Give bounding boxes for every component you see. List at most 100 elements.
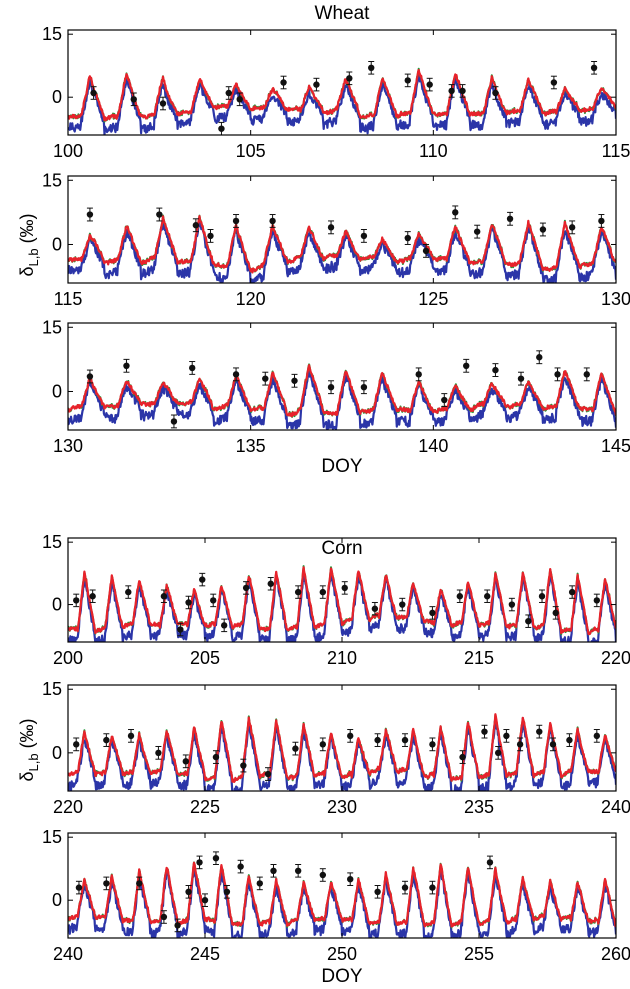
observation-point [550, 75, 558, 90]
panel-lines [68, 205, 616, 283]
observation-point [517, 371, 525, 386]
observation-marker [182, 758, 190, 765]
x-tick-label: 200 [53, 648, 83, 668]
observation-point [86, 369, 94, 384]
observation-point [452, 205, 459, 220]
observation-marker [568, 588, 576, 596]
observation-point [536, 724, 543, 739]
series-blue-line [68, 368, 616, 430]
x-tick-label: 215 [464, 648, 494, 668]
y-tick-label: 0 [52, 234, 62, 254]
observation-marker [429, 884, 436, 891]
observation-point [360, 380, 368, 395]
observation-point [125, 585, 132, 599]
corn-ylabel-unit: (‰) [17, 718, 37, 753]
observation-point [347, 729, 354, 743]
x-tick-label: 240 [601, 797, 630, 817]
observation-marker [401, 884, 409, 891]
observation-point [484, 589, 491, 603]
observation-marker [506, 215, 514, 222]
observation-point [429, 737, 436, 752]
observation-point [368, 61, 375, 75]
observation-point [292, 741, 299, 756]
observation-marker [267, 580, 274, 587]
x-tick-label: 130 [53, 436, 83, 456]
observation-point [568, 220, 576, 235]
observation-marker [516, 741, 524, 748]
y-tick-label: 15 [42, 827, 62, 847]
observation-marker [212, 855, 220, 862]
y-tick-label: 15 [42, 679, 62, 699]
observation-point [568, 585, 576, 599]
x-tick-label: 250 [327, 944, 357, 964]
observation-marker [237, 863, 244, 870]
observation-point [103, 876, 110, 891]
observation-point [536, 350, 543, 365]
observation-point [401, 880, 409, 895]
y-tick-label: 15 [42, 532, 62, 552]
observation-marker [236, 96, 243, 103]
observation-marker [185, 888, 192, 895]
observation-marker [125, 588, 132, 596]
observation-point [360, 229, 368, 243]
observation-point [291, 373, 298, 388]
observation-marker [156, 211, 163, 218]
observation-marker [240, 762, 247, 769]
observation-point [481, 724, 488, 739]
observation-marker [539, 226, 547, 233]
observation-point [86, 207, 94, 222]
observation-point [593, 729, 601, 743]
observation-marker [130, 96, 137, 103]
series-red-line [68, 215, 616, 274]
observation-marker [86, 211, 94, 218]
observation-marker [327, 384, 335, 391]
observation-point [237, 859, 244, 874]
observation-point [473, 224, 481, 239]
observation-marker [508, 601, 516, 608]
observation-marker [463, 362, 470, 369]
observation-marker [598, 217, 605, 225]
observation-marker [360, 384, 368, 391]
corn-title: Corn [321, 538, 362, 559]
observation-marker [536, 354, 543, 361]
observation-point [264, 767, 272, 781]
observation-marker [174, 922, 181, 929]
observation-point [516, 737, 524, 752]
observation-point [319, 737, 327, 752]
x-tick-label: 235 [464, 797, 494, 817]
observation-point [170, 414, 178, 429]
observation-marker [90, 89, 97, 97]
panel-1-0: 200 205 210 215 220 15 0 [42, 532, 630, 668]
observation-marker [294, 588, 302, 596]
observation-marker [155, 749, 162, 757]
x-tick-label: 100 [53, 141, 83, 161]
y-tick-label: 0 [52, 890, 62, 910]
y-tick-label: 0 [52, 381, 62, 401]
observation-point [267, 577, 274, 591]
observation-marker [341, 584, 348, 592]
observation-point [492, 363, 499, 377]
observation-point [538, 589, 546, 603]
observation-marker [415, 371, 422, 378]
observation-point [73, 593, 80, 608]
observation-marker [484, 593, 491, 600]
panel-lines [68, 350, 616, 430]
x-tick-label: 120 [236, 289, 266, 309]
observation-point [196, 855, 203, 870]
y-tick-label: 0 [52, 595, 62, 615]
observation-marker [103, 880, 110, 887]
observation-marker [327, 224, 335, 231]
observation-marker [399, 601, 406, 608]
x-tick-label: 140 [418, 436, 448, 456]
wheat-ylabel-main: δ [17, 267, 37, 277]
observation-point [103, 733, 110, 747]
observation-marker [459, 87, 466, 95]
x-tick-label: 220 [53, 797, 83, 817]
observation-point [508, 597, 516, 612]
observation-marker [160, 593, 168, 600]
series-red-line [68, 364, 616, 418]
observation-point [429, 606, 436, 620]
observation-point [232, 214, 240, 228]
observation-point [327, 220, 335, 235]
observation-point [503, 729, 510, 743]
